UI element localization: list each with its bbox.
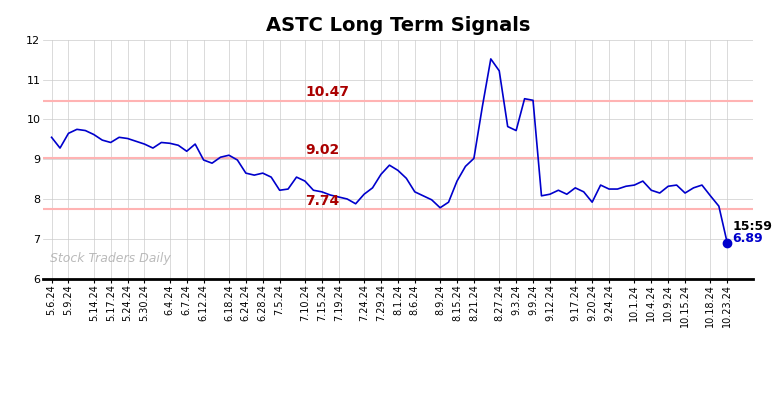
Text: 6.89: 6.89 <box>732 232 763 246</box>
Text: 9.02: 9.02 <box>305 142 339 157</box>
Text: 15:59: 15:59 <box>732 220 772 234</box>
Point <box>721 240 734 246</box>
Text: 7.74: 7.74 <box>305 193 339 208</box>
Title: ASTC Long Term Signals: ASTC Long Term Signals <box>266 16 530 35</box>
Text: 10.47: 10.47 <box>305 85 349 99</box>
Text: Stock Traders Daily: Stock Traders Daily <box>50 252 171 265</box>
